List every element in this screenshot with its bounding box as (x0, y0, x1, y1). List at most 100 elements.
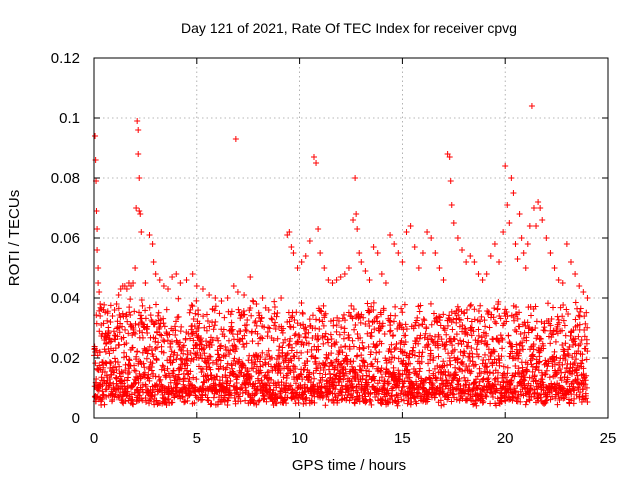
data-point (533, 363, 540, 370)
data-point (486, 324, 493, 331)
data-point (282, 336, 289, 343)
data-point (152, 271, 159, 277)
data-point (506, 396, 513, 403)
data-point (442, 371, 449, 378)
data-point (468, 344, 475, 351)
data-point (124, 377, 131, 384)
data-point (467, 302, 474, 309)
data-point (459, 361, 466, 368)
data-point (462, 326, 469, 333)
data-point (404, 400, 411, 407)
data-point (395, 355, 402, 362)
data-point (112, 391, 119, 398)
data-point (356, 346, 363, 353)
data-point (240, 341, 247, 348)
data-point (304, 349, 311, 356)
data-point (443, 339, 450, 346)
data-point (475, 353, 482, 360)
data-point (125, 330, 132, 337)
data-point (150, 259, 157, 265)
data-point (533, 223, 540, 229)
data-point (123, 286, 130, 292)
data-point (350, 217, 357, 223)
data-point (407, 360, 414, 367)
data-point (206, 323, 213, 330)
data-point (402, 332, 409, 339)
data-point (398, 396, 405, 403)
data-point (572, 299, 579, 306)
data-point (349, 394, 356, 401)
data-point (445, 394, 452, 401)
data-point (211, 322, 218, 329)
data-point (236, 356, 243, 363)
data-point (147, 312, 154, 319)
data-point (567, 259, 574, 265)
data-point (173, 356, 180, 363)
data-point (454, 303, 461, 310)
data-point (273, 313, 280, 320)
data-point (463, 259, 470, 265)
data-point (559, 361, 566, 368)
data-point (138, 229, 145, 235)
data-point (137, 312, 144, 319)
data-point (580, 365, 587, 372)
data-point (222, 343, 229, 350)
data-point (250, 365, 257, 372)
data-point (276, 363, 283, 370)
data-point (575, 333, 582, 340)
data-point (493, 320, 500, 327)
data-point (255, 340, 262, 347)
data-point (320, 322, 327, 329)
data-point (130, 380, 137, 387)
data-point (98, 374, 105, 381)
data-point (247, 304, 254, 311)
data-point (311, 375, 318, 382)
data-point (262, 359, 269, 366)
data-point (399, 309, 406, 316)
data-point (547, 250, 554, 256)
data-point (395, 250, 402, 256)
data-point (248, 359, 255, 366)
data-point (295, 399, 302, 406)
data-point (204, 317, 211, 324)
data-point (235, 306, 242, 313)
data-point (572, 316, 579, 323)
data-point (446, 312, 453, 319)
data-point (148, 392, 155, 399)
data-point (188, 326, 195, 333)
data-point (272, 391, 279, 398)
data-point (109, 313, 116, 319)
data-point (155, 309, 162, 316)
data-point (251, 391, 258, 398)
data-point (96, 362, 103, 369)
data-point (417, 302, 424, 309)
data-point (444, 322, 451, 329)
data-point (393, 340, 400, 347)
data-point (188, 302, 195, 309)
data-point (153, 344, 160, 351)
data-point (505, 332, 512, 339)
data-point (483, 364, 490, 371)
data-point (111, 369, 118, 376)
data-point (313, 160, 320, 166)
data-point (221, 333, 228, 340)
data-point (93, 347, 100, 354)
data-point (132, 330, 139, 337)
data-point (526, 324, 533, 331)
data-point (137, 375, 144, 382)
data-point (331, 341, 338, 348)
data-point (526, 397, 533, 404)
data-point (407, 401, 414, 408)
data-point (451, 354, 458, 361)
data-point (237, 398, 244, 405)
data-point (484, 341, 491, 348)
data-point (256, 358, 263, 365)
data-point (129, 344, 136, 351)
data-point (519, 364, 526, 371)
data-point (363, 367, 370, 374)
x-axis-title: GPS time / hours (292, 457, 406, 474)
data-point (425, 341, 432, 348)
data-point (207, 366, 214, 373)
data-point (214, 335, 221, 342)
y-tick-label: 0 (72, 410, 80, 427)
